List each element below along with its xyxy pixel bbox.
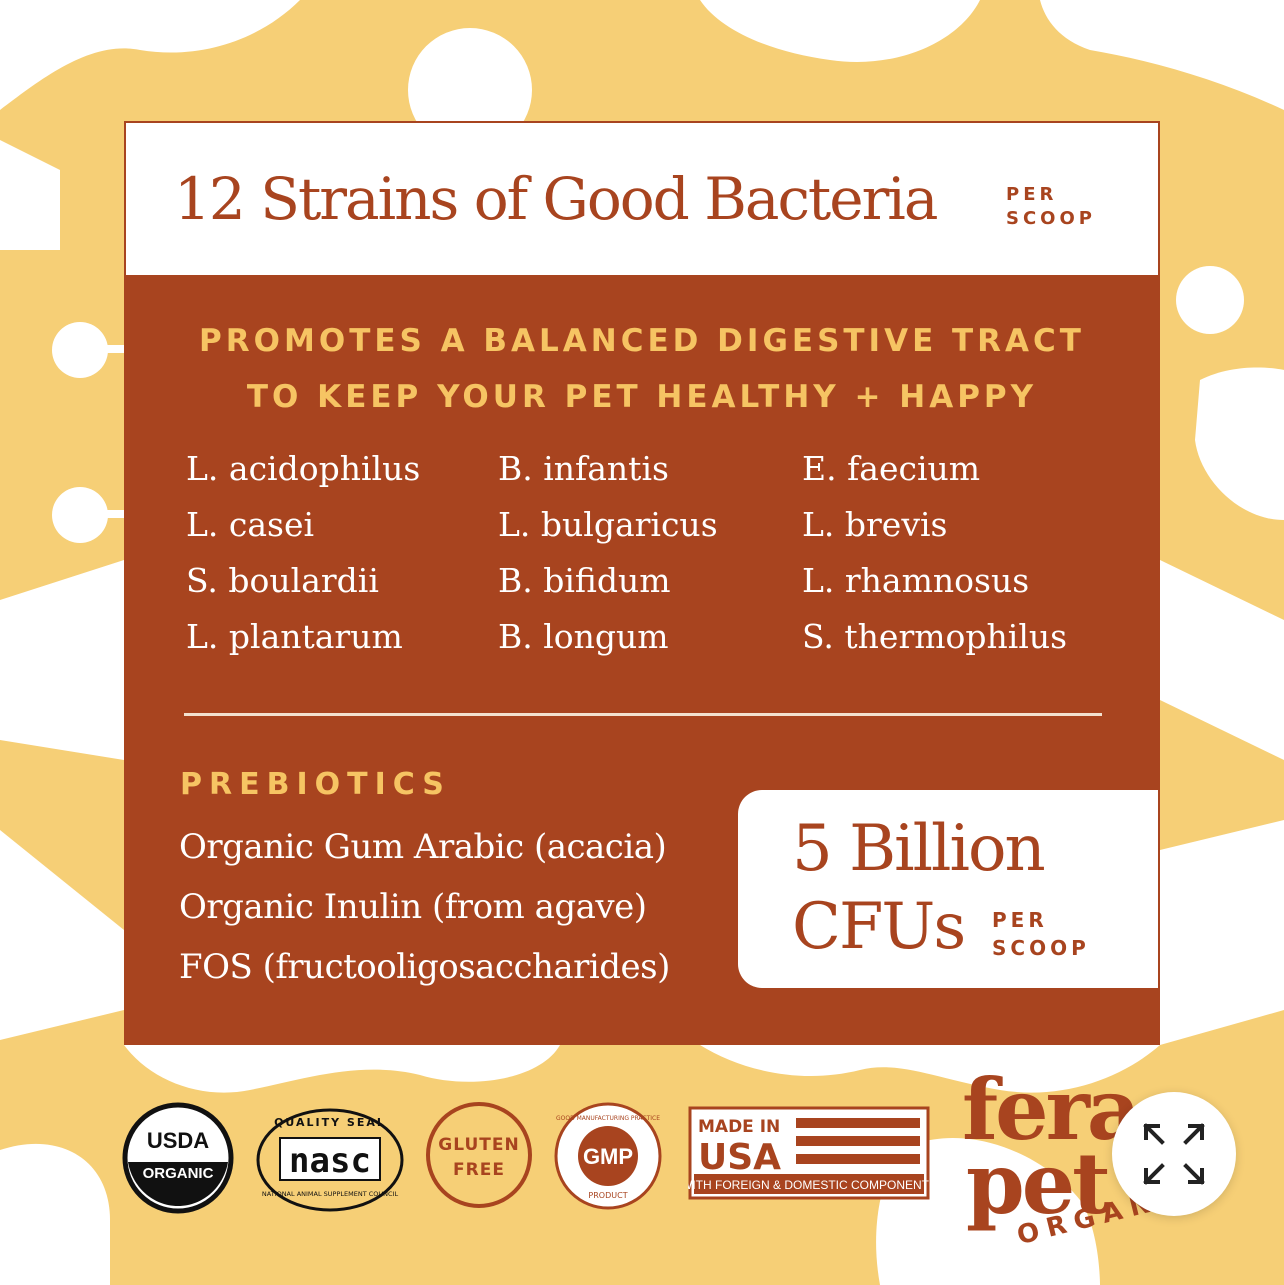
title-per-scoop-tag: PER SCOOP <box>1006 183 1096 231</box>
organic-label: ORGANIC <box>143 1165 214 1182</box>
cfu-scoop-label: SCOOP <box>992 936 1090 960</box>
cfu-per-scoop-tag: PER SCOOP <box>992 906 1090 962</box>
strain-item: S. thermophilus <box>802 617 1068 656</box>
expand-arrows-icon <box>1143 1123 1205 1185</box>
cfu-per-label: PER <box>992 908 1048 932</box>
prebiotic-item: Organic Gum Arabic (acacia) <box>179 827 667 867</box>
cfu-callout: 5 Billion CFUs PER SCOOP <box>738 790 1158 988</box>
gmp-badge: GMP GOOD MANUFACTURING PRACTICE PRODUCT <box>554 1102 662 1210</box>
strain-item: B. bifidum <box>498 561 671 600</box>
strain-item: B. infantis <box>498 449 669 488</box>
gmp-bottom-label: PRODUCT <box>588 1191 627 1200</box>
made-in-label: MADE IN <box>698 1117 780 1137</box>
strain-item: L. acidophilus <box>186 449 421 488</box>
usda-organic-badge: USDA ORGANIC <box>122 1102 234 1214</box>
strain-item: L. brevis <box>802 505 948 544</box>
strain-item: L. plantarum <box>186 617 403 656</box>
strain-item: L. rhamnosus <box>802 561 1030 600</box>
gmp-center-label: GMP <box>583 1144 633 1169</box>
strain-item: L. casei <box>186 505 315 544</box>
strain-item: E. faecium <box>802 449 981 488</box>
prebiotic-item: FOS (fructooligosaccharides) <box>179 947 670 987</box>
gluten-label: GLUTEN <box>438 1135 519 1155</box>
section-divider <box>184 713 1102 716</box>
usa-sub-label: WITH FOREIGN & DOMESTIC COMPONENTS <box>688 1178 930 1192</box>
usda-label: USDA <box>147 1128 209 1153</box>
headline-line-1: PROMOTES A BALANCED DIGESTIVE TRACT <box>199 323 1085 359</box>
strain-item: L. bulgaricus <box>498 505 718 544</box>
gmp-ring-label: GOOD MANUFACTURING PRACTICE <box>556 1115 660 1122</box>
prebiotic-item: Organic Inulin (from agave) <box>179 887 647 927</box>
made-in-usa-badge: MADE IN USA WITH FOREIGN & DOMESTIC COMP… <box>688 1106 930 1200</box>
brand-logo-line-1: fera <box>962 1060 1141 1159</box>
card-header: 12 Strains of Good Bacteria PER SCOOP <box>126 123 1158 275</box>
title-per-label: PER <box>1006 184 1058 205</box>
probiotic-info-card: 12 Strains of Good Bacteria PER SCOOP PR… <box>124 121 1160 1045</box>
cfu-amount: 5 Billion <box>792 812 1046 886</box>
gluten-free-badge: GLUTEN FREE <box>426 1102 532 1208</box>
title-scoop-label: SCOOP <box>1006 208 1096 229</box>
strain-item: S. boulardii <box>186 561 379 600</box>
expand-image-button[interactable] <box>1112 1092 1236 1216</box>
nasc-bottom-label: NATIONAL ANIMAL SUPPLEMENT COUNCIL <box>262 1190 399 1198</box>
nasc-quality-seal-badge: QUALITY SEAL nasc NATIONAL ANIMAL SUPPLE… <box>256 1108 404 1212</box>
usa-label: USA <box>698 1137 781 1178</box>
strain-item: B. longum <box>498 617 669 656</box>
nasc-logo-text: nasc <box>289 1141 371 1181</box>
cfu-unit: CFUs <box>792 890 966 964</box>
free-label: FREE <box>453 1160 505 1180</box>
brand-logo-line-2: pet <box>966 1134 1111 1233</box>
nasc-top-label: QUALITY SEAL <box>274 1116 386 1129</box>
card-title: 12 Strains of Good Bacteria <box>174 165 938 233</box>
prebiotics-heading: PREBIOTICS <box>180 767 451 802</box>
headline-line-2: TO KEEP YOUR PET HEALTHY + HAPPY <box>246 379 1038 415</box>
